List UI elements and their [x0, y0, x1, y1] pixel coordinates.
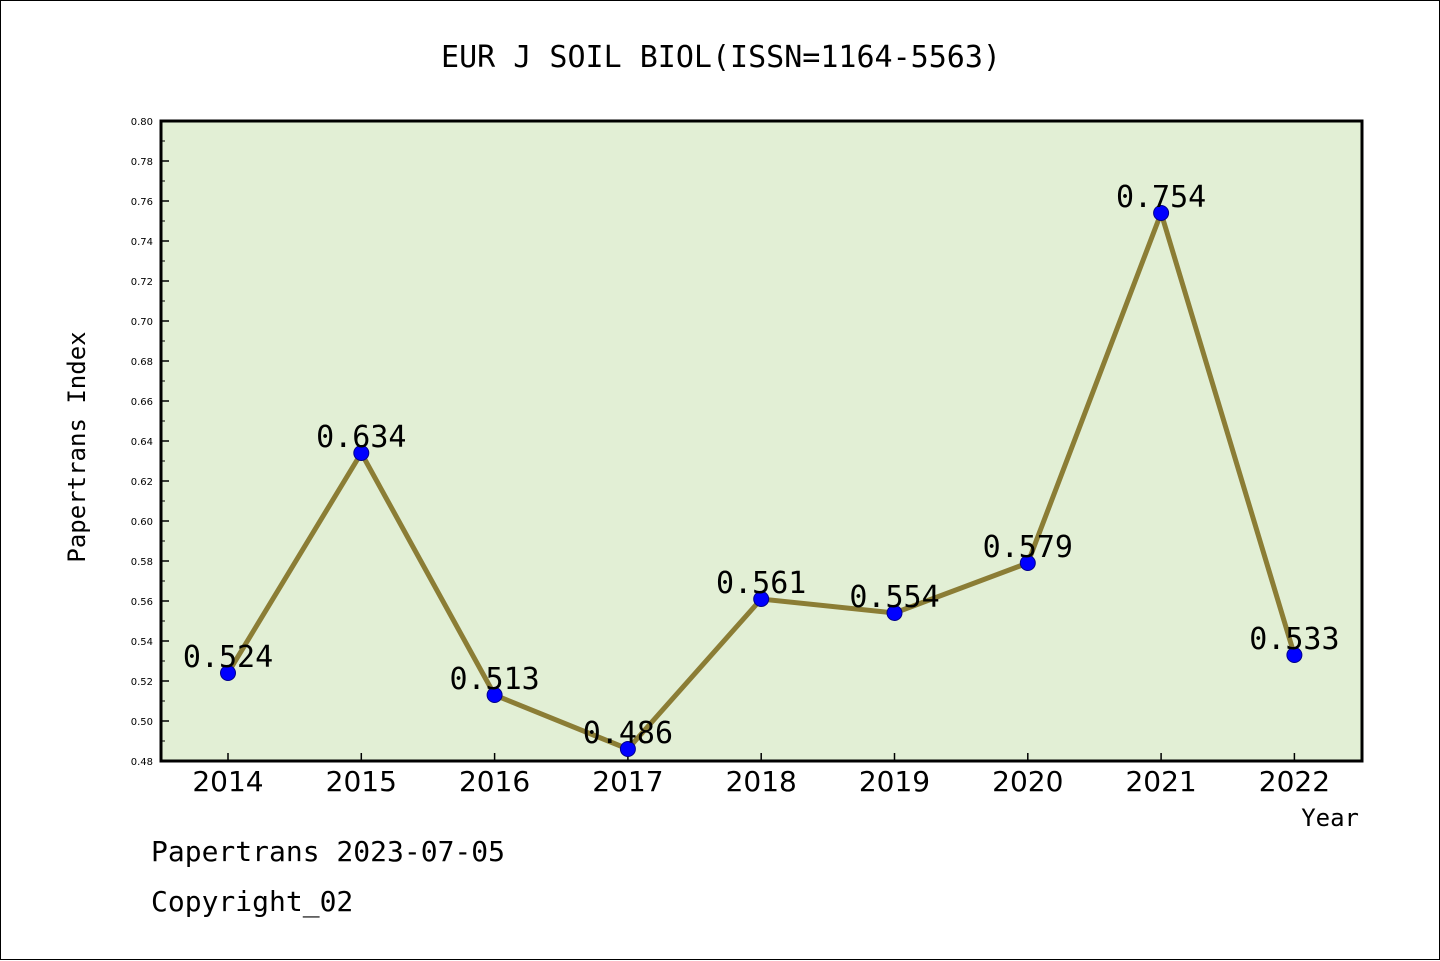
x-axis: 2014 2015 2016 2017 2018 2019 2020 2021 2022	[192, 753, 1330, 798]
y-tick-label: 0.50	[131, 717, 153, 728]
data-point	[753, 591, 770, 607]
y-tick-label: 0.68	[131, 357, 153, 368]
y-tick-label: 0.76	[131, 197, 153, 208]
data-label: 0.486	[583, 716, 673, 751]
data-label: 0.533	[1249, 622, 1339, 657]
data-point	[353, 445, 370, 461]
x-tick-label: 2019	[859, 765, 930, 798]
x-axis-label: Year	[1301, 804, 1359, 832]
y-tick-label: 0.56	[131, 597, 153, 608]
y-axis-label: Papertrans Index	[63, 331, 91, 562]
footer-date: Papertrans 2023-07-05	[151, 835, 506, 868]
data-point	[619, 741, 636, 757]
y-tick-label: 0.48	[131, 757, 153, 768]
footer-copyright: Copyright_02	[151, 885, 354, 918]
x-tick-label: 2018	[726, 765, 797, 798]
x-tick-label: 2014	[192, 765, 263, 798]
data-point	[1153, 205, 1170, 221]
y-tick-label: 0.70	[131, 317, 153, 328]
data-label: 0.579	[983, 530, 1073, 565]
x-tick-label: 2021	[1125, 765, 1196, 798]
data-point	[1019, 555, 1036, 571]
y-tick-label: 0.62	[131, 477, 153, 488]
data-point	[886, 605, 903, 621]
data-label: 0.554	[849, 580, 939, 615]
x-tick-label: 2016	[459, 765, 530, 798]
data-point	[486, 687, 503, 703]
data-label: 0.634	[316, 420, 406, 455]
x-tick-label: 2020	[992, 765, 1063, 798]
data-labels: 0.524 0.634 0.513 0.486 0.561 0.554 0.579 0.754…	[183, 180, 1340, 751]
y-tick-label: 0.66	[131, 397, 153, 408]
y-tick-label: 0.78	[131, 157, 153, 168]
data-label: 0.561	[716, 566, 806, 601]
chart-title: EUR J SOIL BIOL(ISSN=1164-5563)	[441, 40, 1001, 75]
data-label: 0.754	[1116, 180, 1206, 215]
y-tick-label: 0.64	[131, 437, 153, 448]
y-tick-label: 0.58	[131, 557, 153, 568]
y-tick-label: 0.54	[131, 637, 153, 648]
x-tick-label: 2015	[326, 765, 397, 798]
data-point	[220, 665, 236, 681]
data-point	[1286, 647, 1303, 663]
y-tick-label: 0.74	[131, 237, 153, 248]
plot-area	[159, 119, 1364, 763]
y-tick-label: 0.72	[131, 277, 153, 288]
y-axis: 0.48 0.50 0.52 0.54 0.56 0.58 0.60 0.62 0.64 0.66…	[131, 117, 169, 768]
y-tick-label: 0.80	[131, 117, 153, 128]
y-tick-label: 0.60	[131, 517, 153, 528]
data-label: 0.524	[183, 640, 273, 675]
data-label: 0.513	[449, 662, 539, 697]
x-tick-label: 2022	[1259, 765, 1330, 798]
data-points	[220, 205, 1303, 757]
x-tick-label: 2017	[592, 765, 663, 798]
y-tick-label: 0.52	[131, 677, 153, 688]
